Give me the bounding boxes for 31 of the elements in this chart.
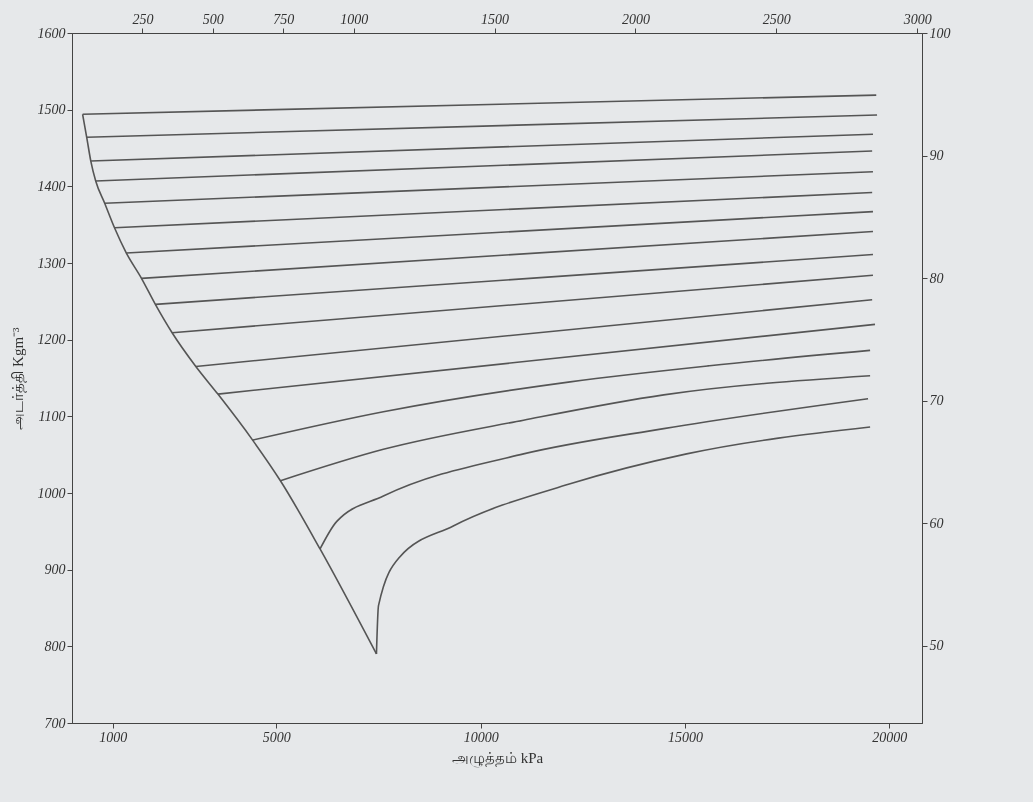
- x2-tick-label: 500: [202, 11, 224, 27]
- x2-tick-label: 2000: [621, 11, 650, 27]
- x-tick-label: 20000: [872, 729, 908, 745]
- y2-tick-label: 80: [929, 270, 944, 286]
- y-tick-label: 700: [44, 715, 66, 731]
- x2-tick-label: 750: [273, 11, 295, 27]
- x-tick-label: 5000: [262, 729, 291, 745]
- x-tick-label: 1000: [99, 729, 128, 745]
- x2-tick-label: 2500: [762, 11, 791, 27]
- y-tick-label: 800: [44, 638, 66, 654]
- y-tick-label: 1600: [37, 25, 66, 41]
- y2-tick-label: 100: [929, 25, 951, 41]
- y-tick-label: 1200: [37, 332, 66, 348]
- x2-tick-label: 3000: [902, 11, 932, 27]
- y-tick-label: 1100: [38, 408, 66, 424]
- y2-tick-label: 60: [929, 515, 944, 531]
- x-tick-label: 10000: [463, 729, 499, 745]
- x2-tick-label: 1000: [340, 11, 369, 27]
- y-tick-label: 1400: [37, 178, 66, 194]
- y-tick-label: 900: [44, 562, 66, 578]
- y2-tick-label: 70: [929, 393, 944, 409]
- y2-tick-label: 90: [929, 148, 944, 164]
- y-axis-title: அடர்த்தி Kgm⁻³: [9, 326, 27, 430]
- y-tick-label: 1300: [37, 255, 66, 271]
- x-tick-label: 15000: [667, 729, 703, 745]
- x-axis-title: அழுத்தம் kPa: [451, 749, 544, 768]
- x2-tick-label: 1500: [481, 11, 510, 27]
- x2-tick-label: 250: [132, 11, 154, 27]
- y-tick-label: 1500: [37, 102, 66, 118]
- y-tick-label: 1000: [37, 485, 66, 501]
- y2-tick-label: 50: [929, 638, 944, 654]
